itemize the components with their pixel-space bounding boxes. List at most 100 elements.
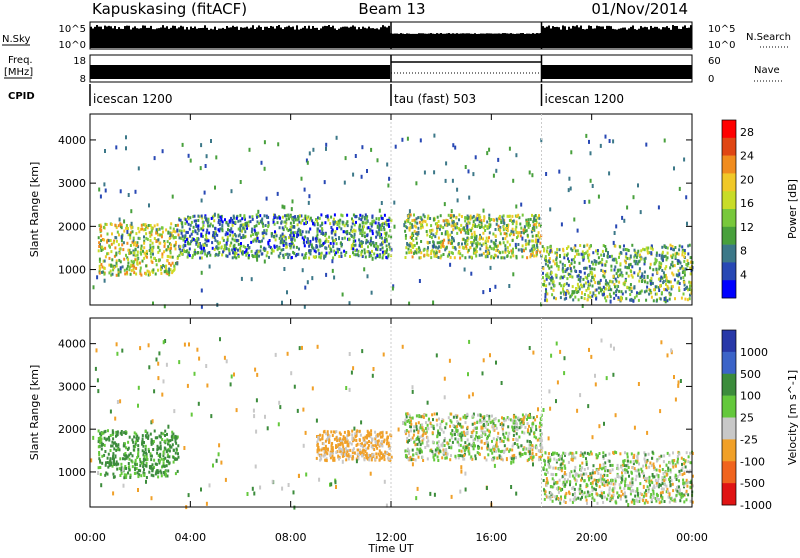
scatter-cell [574,261,576,264]
scatter-cell [590,279,592,282]
scatter-cell [579,270,581,273]
scatter-cell [413,434,415,437]
scatter-cell [600,279,602,282]
scatter-cell [689,284,691,287]
scatter-cell [669,266,671,269]
scatter-cell [293,221,295,224]
scatter-cell [227,223,229,226]
sparse-cell [119,218,121,222]
scatter-cell [347,443,349,446]
scatter-cell [112,452,114,455]
scatter-cell [172,443,174,446]
freq-label: Freq. [8,55,33,66]
scatter-cell [203,244,205,247]
scatter-cell [221,253,223,256]
sparse-cell [190,159,192,163]
scatter-cell [303,241,305,244]
scatter-cell [255,240,257,243]
scatter-cell [142,449,144,452]
scatter-cell [160,470,162,473]
scatter-cell [678,289,680,292]
sparse-cell [302,268,304,272]
scatter-cell [521,431,523,434]
scatter-cell [465,446,467,449]
beam-title: Beam 13 [358,0,425,18]
sparse-cell [401,138,403,142]
scatter-cell [572,285,574,288]
scatter-cell [544,280,546,283]
scatter-cell [123,230,125,233]
scatter-cell [373,448,375,451]
sparse-cell [283,205,285,209]
scatter-cell [215,253,217,256]
scatter-cell [433,427,435,430]
scatter-cell [629,293,631,296]
scatter-cell [587,294,589,297]
scatter-cell [486,221,488,224]
scatter-cell [481,254,483,257]
sparse-cell [115,145,117,149]
scatter-cell [108,453,110,456]
scatter-cell [606,295,608,298]
sparse-cell [610,300,612,304]
sparse-cell [315,239,317,243]
sparse-cell [512,179,514,183]
scatter-cell [168,455,170,458]
sparse-cell [120,266,122,270]
scatter-cell [252,233,254,236]
scatter-cell [486,237,488,240]
scatter-cell [487,252,489,255]
scatter-cell [442,226,444,229]
scatter-cell [532,235,534,238]
scatter-cell [687,298,689,301]
scatter-cell [355,244,357,247]
scatter-cell [543,283,545,286]
scatter-cell [225,233,227,236]
scatter-cell [474,237,476,240]
sparse-cell [476,217,478,221]
scatter-cell [386,244,388,247]
scatter-cell [324,255,326,258]
scatter-cell [659,266,661,269]
scatter-cell [512,438,514,441]
scatter-cell [379,443,381,446]
scatter-cell [623,248,625,251]
scatter-cell [135,248,137,251]
scatter-cell [431,413,433,416]
scatter-cell [371,250,373,253]
scatter-cell [620,296,622,299]
scatter-cell [344,224,346,227]
scatter-cell [256,216,258,219]
scatter-cell [124,473,126,476]
scatter-cell [229,252,231,255]
scatter-cell [581,292,583,295]
sparse-cell [201,199,203,203]
sparse-cell [123,219,125,223]
scatter-cell [418,438,420,441]
scatter-cell [625,297,627,300]
scatter-cell [277,248,279,251]
scatter-cell [479,236,481,239]
scatter-cell [475,457,477,460]
scatter-cell [606,260,608,263]
scatter-cell [351,443,353,446]
scatter-cell [261,221,263,224]
scatter-cell [205,217,207,220]
scatter-cell [483,219,485,222]
scatter-cell [512,428,514,431]
scatter-cell [439,426,441,429]
scatter-cell [181,232,183,235]
cpid-label: CPID [8,91,35,102]
scatter-cell [259,214,261,217]
scatter-cell [177,452,179,455]
scatter-cell [309,228,311,231]
scatter-cell [426,444,428,447]
scatter-cell [239,214,241,217]
scatter-cell [332,245,334,248]
scatter-cell [467,239,469,242]
scatter-cell [597,252,599,255]
scatter-cell [683,293,685,296]
scatter-cell [441,232,443,235]
scatter-cell [129,237,131,240]
